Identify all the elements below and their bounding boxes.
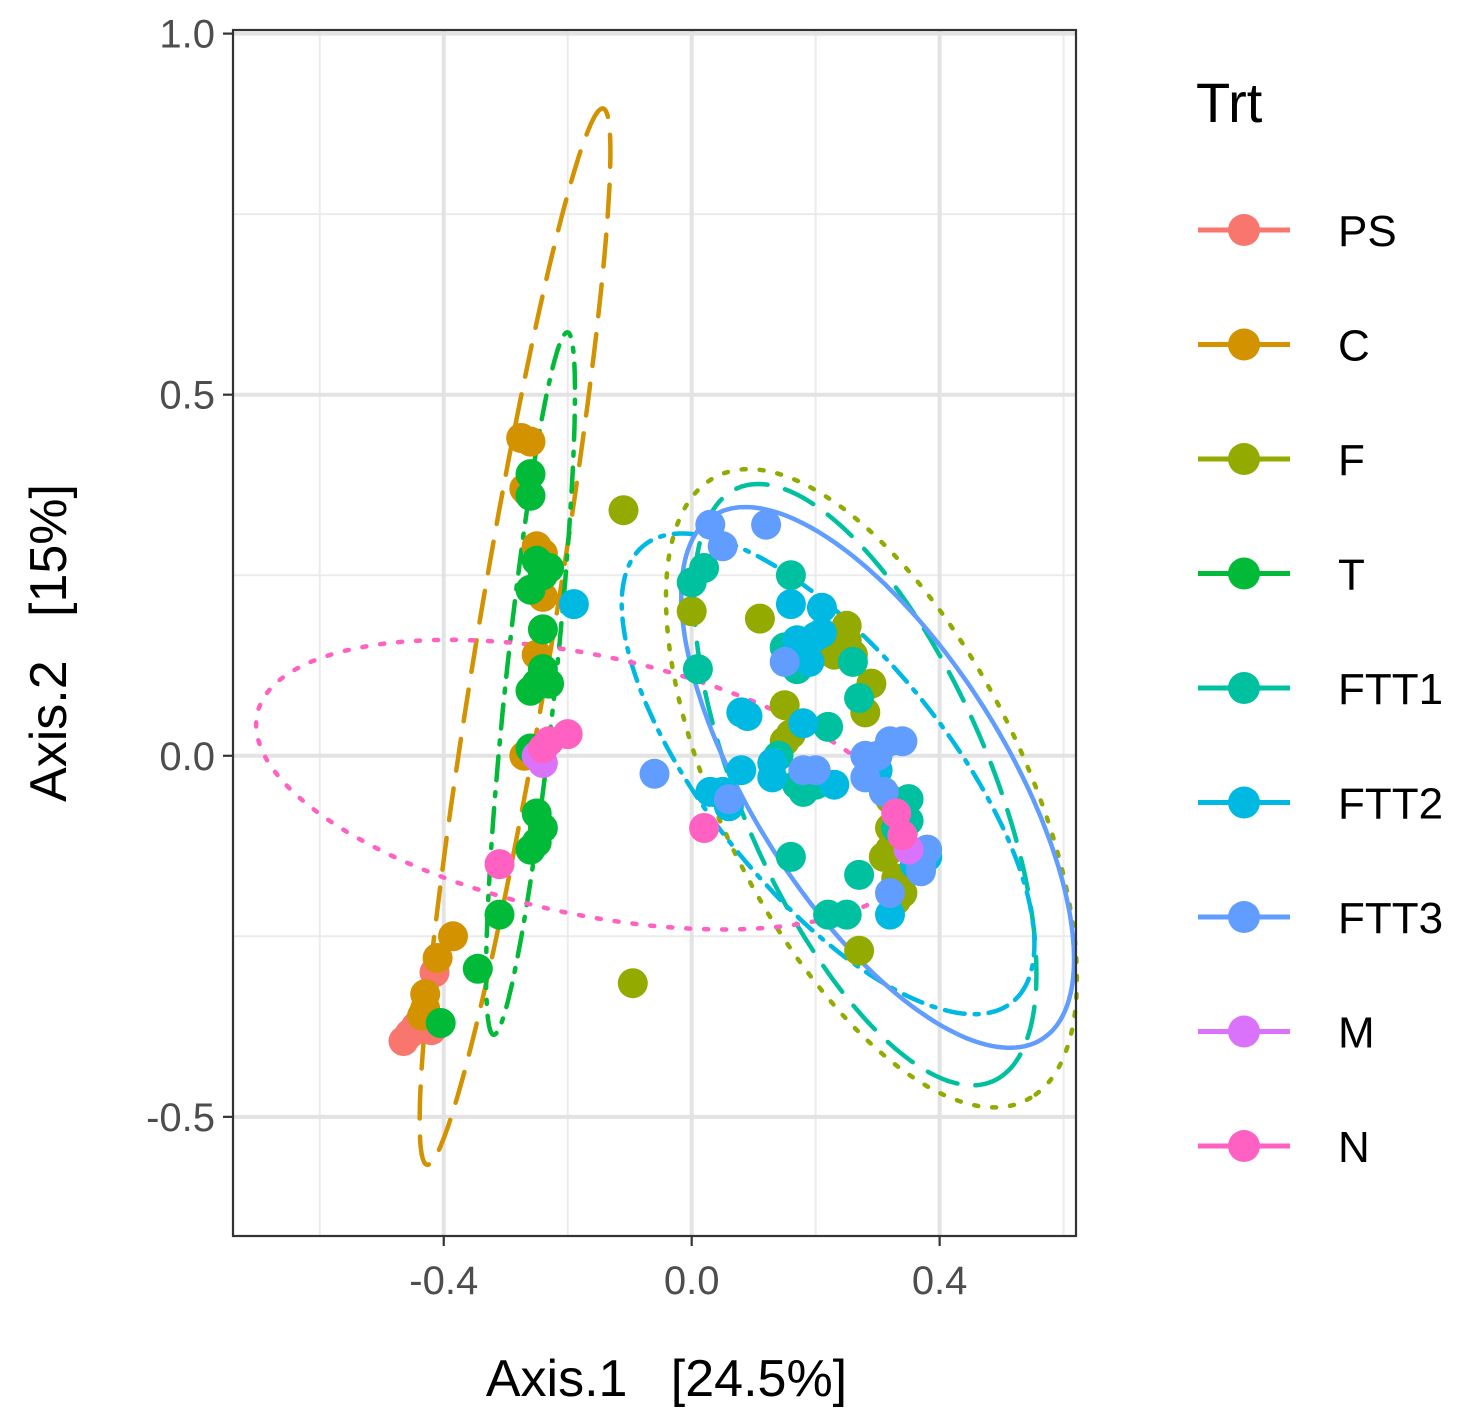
point-ftt3: [887, 726, 918, 757]
y-tick-label: 0.0: [159, 735, 215, 779]
y-tick-label: 1.0: [159, 13, 215, 57]
point-f: [608, 495, 639, 526]
point-ftt1: [844, 683, 875, 713]
point-n: [689, 813, 720, 843]
point-t: [484, 899, 515, 930]
legend-key-point: [1228, 214, 1260, 246]
legend-label: M: [1338, 1009, 1375, 1058]
point-t: [425, 1008, 456, 1038]
point-n: [484, 849, 515, 880]
data-points: [388, 423, 943, 1056]
legend-key-point: [1228, 901, 1260, 933]
y-axis-title: Axis.2 [15%]: [20, 484, 78, 802]
ellipse-f: [663, 466, 1080, 1110]
point-ftt1: [775, 560, 806, 591]
y-tick-label: -0.5: [146, 1096, 215, 1140]
legend: Trt PS C F T FTT1 FTT2 FTT3 M N: [1196, 71, 1443, 1172]
point-ftt3: [713, 784, 744, 815]
legend-label: FTT3: [1338, 894, 1443, 943]
x-axis-title: Axis.1 [24.5%]: [486, 1350, 847, 1408]
point-ftt2: [788, 708, 819, 739]
x-tick-label: 0.4: [912, 1259, 968, 1303]
legend-item-f: F: [1198, 436, 1365, 485]
legend-key-point: [1228, 443, 1260, 475]
point-f: [676, 596, 707, 627]
point-ftt1: [831, 899, 862, 930]
point-t: [515, 675, 546, 706]
legend-label: T: [1338, 551, 1365, 600]
x-tick-label: -0.4: [409, 1259, 478, 1303]
point-ftt2: [794, 646, 825, 677]
point-ftt2: [800, 621, 831, 652]
point-n: [881, 798, 912, 829]
point-t: [515, 574, 546, 605]
point-ftt1: [813, 711, 844, 742]
point-t: [462, 953, 493, 984]
grid-lines: [233, 30, 1076, 1236]
point-f: [617, 968, 648, 999]
legend-item-n: N: [1198, 1123, 1370, 1172]
x-tick-label: 0.0: [664, 1259, 720, 1303]
point-ftt1: [775, 841, 806, 872]
point-c: [438, 921, 468, 952]
point-ftt1: [682, 654, 713, 685]
point-ftt2: [875, 899, 905, 930]
legend-label: FTT2: [1338, 780, 1443, 829]
point-ftt2: [558, 589, 589, 620]
point-ftt1: [837, 646, 868, 677]
point-ftt3: [639, 758, 670, 789]
point-ftt2: [806, 592, 837, 623]
legend-key-point: [1228, 786, 1260, 819]
point-t: [515, 834, 546, 865]
axis-ticks: -0.4 0.0 0.4 -0.5 0.0 0.5 1.0: [146, 13, 967, 1303]
legend-label: N: [1338, 1123, 1370, 1172]
point-ftt3: [769, 646, 800, 677]
legend-label: F: [1338, 436, 1365, 485]
point-c: [515, 426, 546, 457]
point-ftt3: [800, 755, 831, 786]
point-ftt1: [844, 859, 875, 890]
point-ftt2: [775, 589, 806, 620]
legend-key-point: [1228, 1015, 1260, 1048]
legend-key-point: [1228, 1130, 1260, 1162]
legend-item-c: C: [1198, 322, 1370, 371]
legend-label: FTT1: [1338, 665, 1443, 714]
legend-item-ftt1: FTT1: [1198, 665, 1443, 714]
legend-item-m: M: [1198, 1009, 1375, 1058]
ellipse-n: [253, 637, 919, 932]
legend-items: PS C F T FTT1 FTT2 FTT3 M N: [1198, 207, 1443, 1172]
y-tick-label: 0.5: [159, 374, 215, 418]
legend-item-ftt2: FTT2: [1198, 780, 1443, 829]
point-t: [515, 480, 546, 511]
point-n: [552, 719, 583, 750]
point-ftt2: [757, 748, 788, 778]
panel-border: [231, 28, 1078, 1238]
point-ftt2: [732, 701, 763, 731]
point-f: [744, 603, 775, 634]
legend-label: PS: [1338, 207, 1397, 256]
legend-key-point: [1228, 672, 1260, 704]
legend-label: C: [1338, 322, 1370, 371]
point-f: [769, 690, 800, 721]
point-c: [422, 943, 453, 973]
legend-item-t: T: [1198, 551, 1365, 600]
point-t: [515, 459, 546, 490]
panel-background: [233, 30, 1076, 1236]
ellipse-ftt1: [691, 481, 1039, 1088]
legend-item-ps: PS: [1198, 207, 1397, 256]
legend-item-ftt3: FTT3: [1198, 894, 1443, 943]
point-ftt3: [751, 509, 782, 540]
point-ftt2: [726, 755, 757, 786]
point-ftt3: [906, 856, 936, 887]
point-ftt3: [707, 531, 738, 562]
legend-key-point: [1228, 557, 1260, 590]
point-ftt3: [875, 878, 905, 908]
legend-title: Trt: [1196, 71, 1263, 134]
point-t: [527, 614, 558, 645]
ellipse-c: [417, 106, 613, 1167]
point-f: [844, 935, 875, 966]
point-ftt1: [676, 567, 707, 598]
legend-key-point: [1228, 328, 1260, 361]
